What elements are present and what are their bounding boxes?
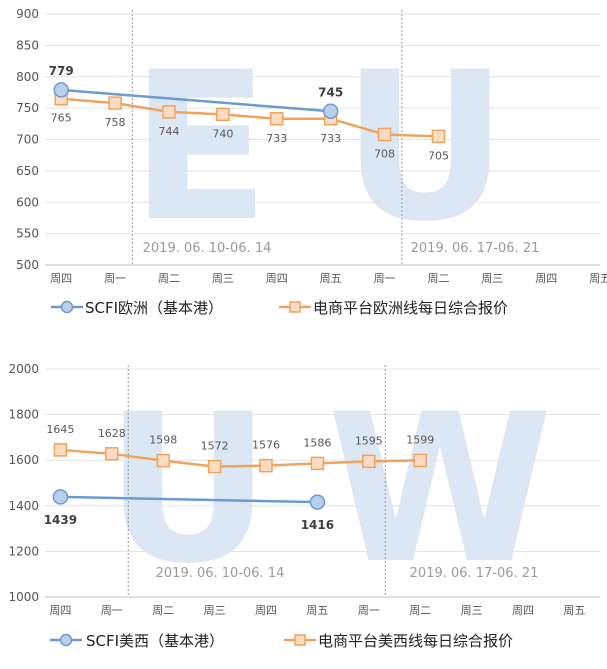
data-label: 705	[428, 149, 449, 162]
y-tick-label: 850	[16, 38, 39, 52]
x-tick-label: 周三	[204, 604, 226, 617]
legend-label: SCFI美西（基本港）	[86, 632, 224, 650]
data-point-square	[362, 454, 376, 469]
data-point-square	[413, 453, 427, 468]
data-label: 740	[212, 127, 233, 140]
y-tick-label: 750	[16, 101, 39, 115]
data-point-square	[377, 127, 392, 142]
watermark-letter: U	[342, 29, 508, 267]
data-point-square	[162, 105, 176, 119]
data-label: 744	[158, 125, 179, 138]
y-tick-label: 550	[16, 227, 39, 241]
y-tick-label: 1600	[8, 453, 39, 467]
y-tick-label: 1000	[8, 590, 39, 604]
data-label: 1628	[98, 427, 126, 440]
y-tick-label: 600	[16, 195, 39, 209]
legend-swatch-square	[289, 301, 301, 313]
watermark-letter: E	[130, 29, 270, 267]
x-tick-label: 周三	[212, 272, 234, 285]
data-label: 1572	[201, 440, 229, 453]
data-label: 745	[318, 85, 343, 99]
data-label: 1586	[303, 436, 331, 449]
legend-swatch-circle	[59, 633, 73, 647]
data-label: 1595	[355, 434, 383, 447]
data-label: 733	[266, 132, 287, 145]
legend-swatch-square	[294, 634, 306, 646]
data-label: 779	[49, 64, 74, 78]
data-label: 1645	[46, 423, 74, 436]
data-label: 1416	[301, 518, 334, 532]
eu-chart-panel: E U 500 550 600 650 700 750 800 850 900 周四 周一 周二 周三 周四 周…	[0, 0, 607, 334]
data-label: 733	[320, 132, 341, 145]
period-label: 2019. 06. 10-06. 14	[143, 241, 272, 256]
data-point-circle	[322, 103, 339, 120]
data-label: 1576	[252, 439, 280, 452]
x-tick-label: 周四	[535, 272, 557, 285]
watermark-letter: U	[105, 371, 271, 609]
y-tick-label: 2000	[8, 362, 39, 376]
data-label: 1598	[149, 434, 177, 447]
uw-line-chart: U W 1000 1200 1400 1600 1800 2000 周四 周一 周二 周三 周四 周五 周一…	[8, 362, 600, 650]
x-tick-label: 周三	[461, 604, 483, 617]
data-point-square	[53, 443, 68, 457]
data-label: 765	[51, 112, 72, 125]
x-tick-label: 周五	[563, 604, 585, 617]
x-tick-label: 周五	[320, 272, 342, 285]
data-point-square	[270, 112, 284, 126]
period-label: 2019. 06. 17-06. 21	[411, 241, 540, 256]
y-tick-label: 1200	[8, 544, 39, 558]
y-tick-label: 800	[16, 70, 39, 84]
watermark-letter: W	[327, 371, 553, 609]
data-point-circle	[309, 494, 326, 510]
x-tick-label: 周一	[358, 604, 380, 617]
legend-label: SCFI欧洲（基本港）	[85, 299, 223, 317]
data-point-square	[431, 129, 446, 144]
period-label: 2019. 06. 17-06. 21	[410, 566, 539, 581]
uw-chart-panel: U W 1000 1200 1400 1600 1800 2000 周四 周一 周二 周三 周四 周五 周一…	[0, 335, 607, 669]
y-tick-label: 650	[16, 164, 39, 178]
legend-swatch-circle	[60, 300, 74, 314]
x-tick-label: 周五	[589, 272, 607, 285]
x-tick-label: 周五	[306, 604, 328, 617]
x-tick-label: 周四	[255, 604, 277, 617]
x-tick-label: 周二	[409, 604, 431, 617]
data-point-square	[310, 456, 325, 471]
y-tick-label: 700	[16, 133, 39, 147]
data-point-circle	[53, 82, 69, 98]
period-label: 2019. 06. 10-06. 14	[156, 566, 285, 581]
series-line	[61, 88, 331, 113]
x-tick-label: 周二	[158, 272, 180, 285]
x-tick-label: 周二	[152, 604, 174, 617]
data-point-square	[108, 96, 122, 110]
data-label: 1599	[406, 433, 434, 446]
y-tick-label: 900	[16, 7, 39, 21]
data-point-circle	[52, 489, 69, 505]
x-tick-label: 周四	[512, 604, 534, 617]
series-line	[61, 97, 439, 138]
data-point-square	[259, 458, 273, 473]
x-tick-label: 周四	[49, 604, 71, 617]
data-label: 1439	[44, 513, 77, 527]
x-tick-label: 周一	[374, 272, 396, 285]
legend-label: 电商平台美西线每日综合报价	[318, 632, 513, 650]
y-tick-label: 1400	[8, 499, 39, 513]
eu-line-chart: E U 500 550 600 650 700 750 800 850 900 周四 周一 周二 周三 周四 周…	[16, 7, 607, 317]
x-tick-label: 周一	[101, 604, 123, 617]
series-line	[60, 448, 421, 468]
data-point-square	[216, 107, 230, 122]
x-tick-label: 周四	[266, 272, 288, 285]
data-point-square	[156, 453, 170, 468]
y-tick-label: 1800	[8, 408, 39, 422]
legend-label: 电商平台欧洲线每日综合报价	[313, 299, 508, 317]
data-label: 758	[105, 116, 126, 129]
y-tick-label: 500	[16, 258, 39, 272]
data-point-square	[105, 447, 119, 461]
series-line	[60, 495, 318, 504]
x-tick-label: 周二	[427, 272, 449, 285]
x-tick-label: 周三	[481, 272, 503, 285]
x-tick-label: 周一	[104, 272, 126, 285]
data-label: 708	[374, 147, 395, 160]
data-point-square	[207, 459, 222, 474]
x-tick-label: 周四	[50, 272, 72, 285]
